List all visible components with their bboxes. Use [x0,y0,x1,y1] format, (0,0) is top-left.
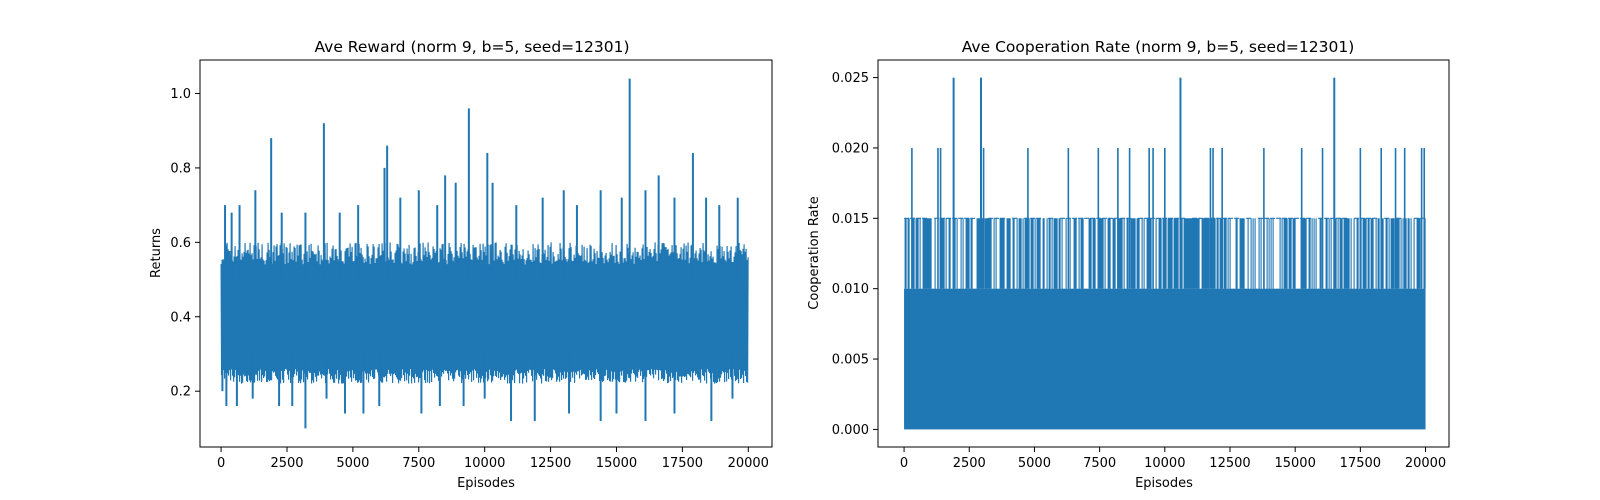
y-tick-label: 0.005 [832,353,869,368]
x-tick-label: 5000 [1018,456,1051,471]
reward-x-axis-label: Episodes [457,476,515,491]
y-tick-label: 0.025 [832,71,869,86]
x-tick-label: 7500 [402,456,435,471]
cooperation-fill [904,288,1426,430]
reward-plot-area [220,78,749,429]
x-tick-label: 5000 [336,456,369,471]
x-tick-label: 20000 [728,456,769,471]
y-tick-label: 0.020 [832,141,869,156]
x-tick-label: 2500 [270,456,303,471]
x-tick-label: 20000 [1405,456,1446,471]
y-tick-label: 0.015 [832,212,869,227]
reward-x-ticks: 0 2500 5000 7500 10000 12500 15000 17500 20000 [217,447,769,471]
cooperation-x-ticks: 0 2500 5000 7500 10000 12500 15000 17500 20000 [900,447,1446,471]
cooperation-chart-title: Ave Cooperation Rate (norm 9, b=5, seed=… [962,38,1355,56]
reward-axes-frame [199,59,773,448]
x-tick-label: 2500 [953,456,986,471]
y-tick-label: 0.000 [832,423,869,438]
x-tick-label: 0 [900,456,908,471]
reward-y-ticks: 0.2 0.4 0.6 0.8 1.0 [170,87,200,400]
x-tick-label: 17500 [1340,456,1381,471]
x-tick-label: 17500 [662,456,703,471]
x-tick-label: 12500 [530,456,571,471]
y-tick-label: 0.2 [170,385,191,400]
y-tick-label: 0.010 [832,282,869,297]
cooperation-plot-area [904,77,1426,430]
x-tick-label: 12500 [1209,456,1250,471]
x-tick-label: 10000 [464,456,505,471]
cooperation-axes-frame [877,59,1450,448]
y-tick-label: 1.0 [170,87,191,102]
y-tick-label: 0.4 [170,310,191,325]
y-tick-label: 0.6 [170,236,191,251]
x-tick-label: 15000 [596,456,637,471]
reward-chart: Ave Reward (norm 9, b=5, seed=12301) 0 25… [149,38,773,491]
cooperation-chart: Ave Cooperation Rate (norm 9, b=5, seed=… [807,38,1450,491]
x-tick-label: 15000 [1274,456,1315,471]
y-tick-label: 0.8 [170,161,191,176]
reward-y-axis-label: Returns [149,228,164,278]
cooperation-y-axis-label: Cooperation Rate [807,196,822,309]
x-tick-label: 0 [217,456,225,471]
cooperation-x-axis-label: Episodes [1135,476,1193,491]
cooperation-y-ticks: 0.000 0.005 0.010 0.015 0.020 0.025 [832,71,878,438]
x-tick-label: 7500 [1083,456,1116,471]
cooperation-spikes-015 [904,218,1426,289]
reward-chart-title: Ave Reward (norm 9, b=5, seed=12301) [314,38,629,56]
x-tick-label: 10000 [1144,456,1185,471]
